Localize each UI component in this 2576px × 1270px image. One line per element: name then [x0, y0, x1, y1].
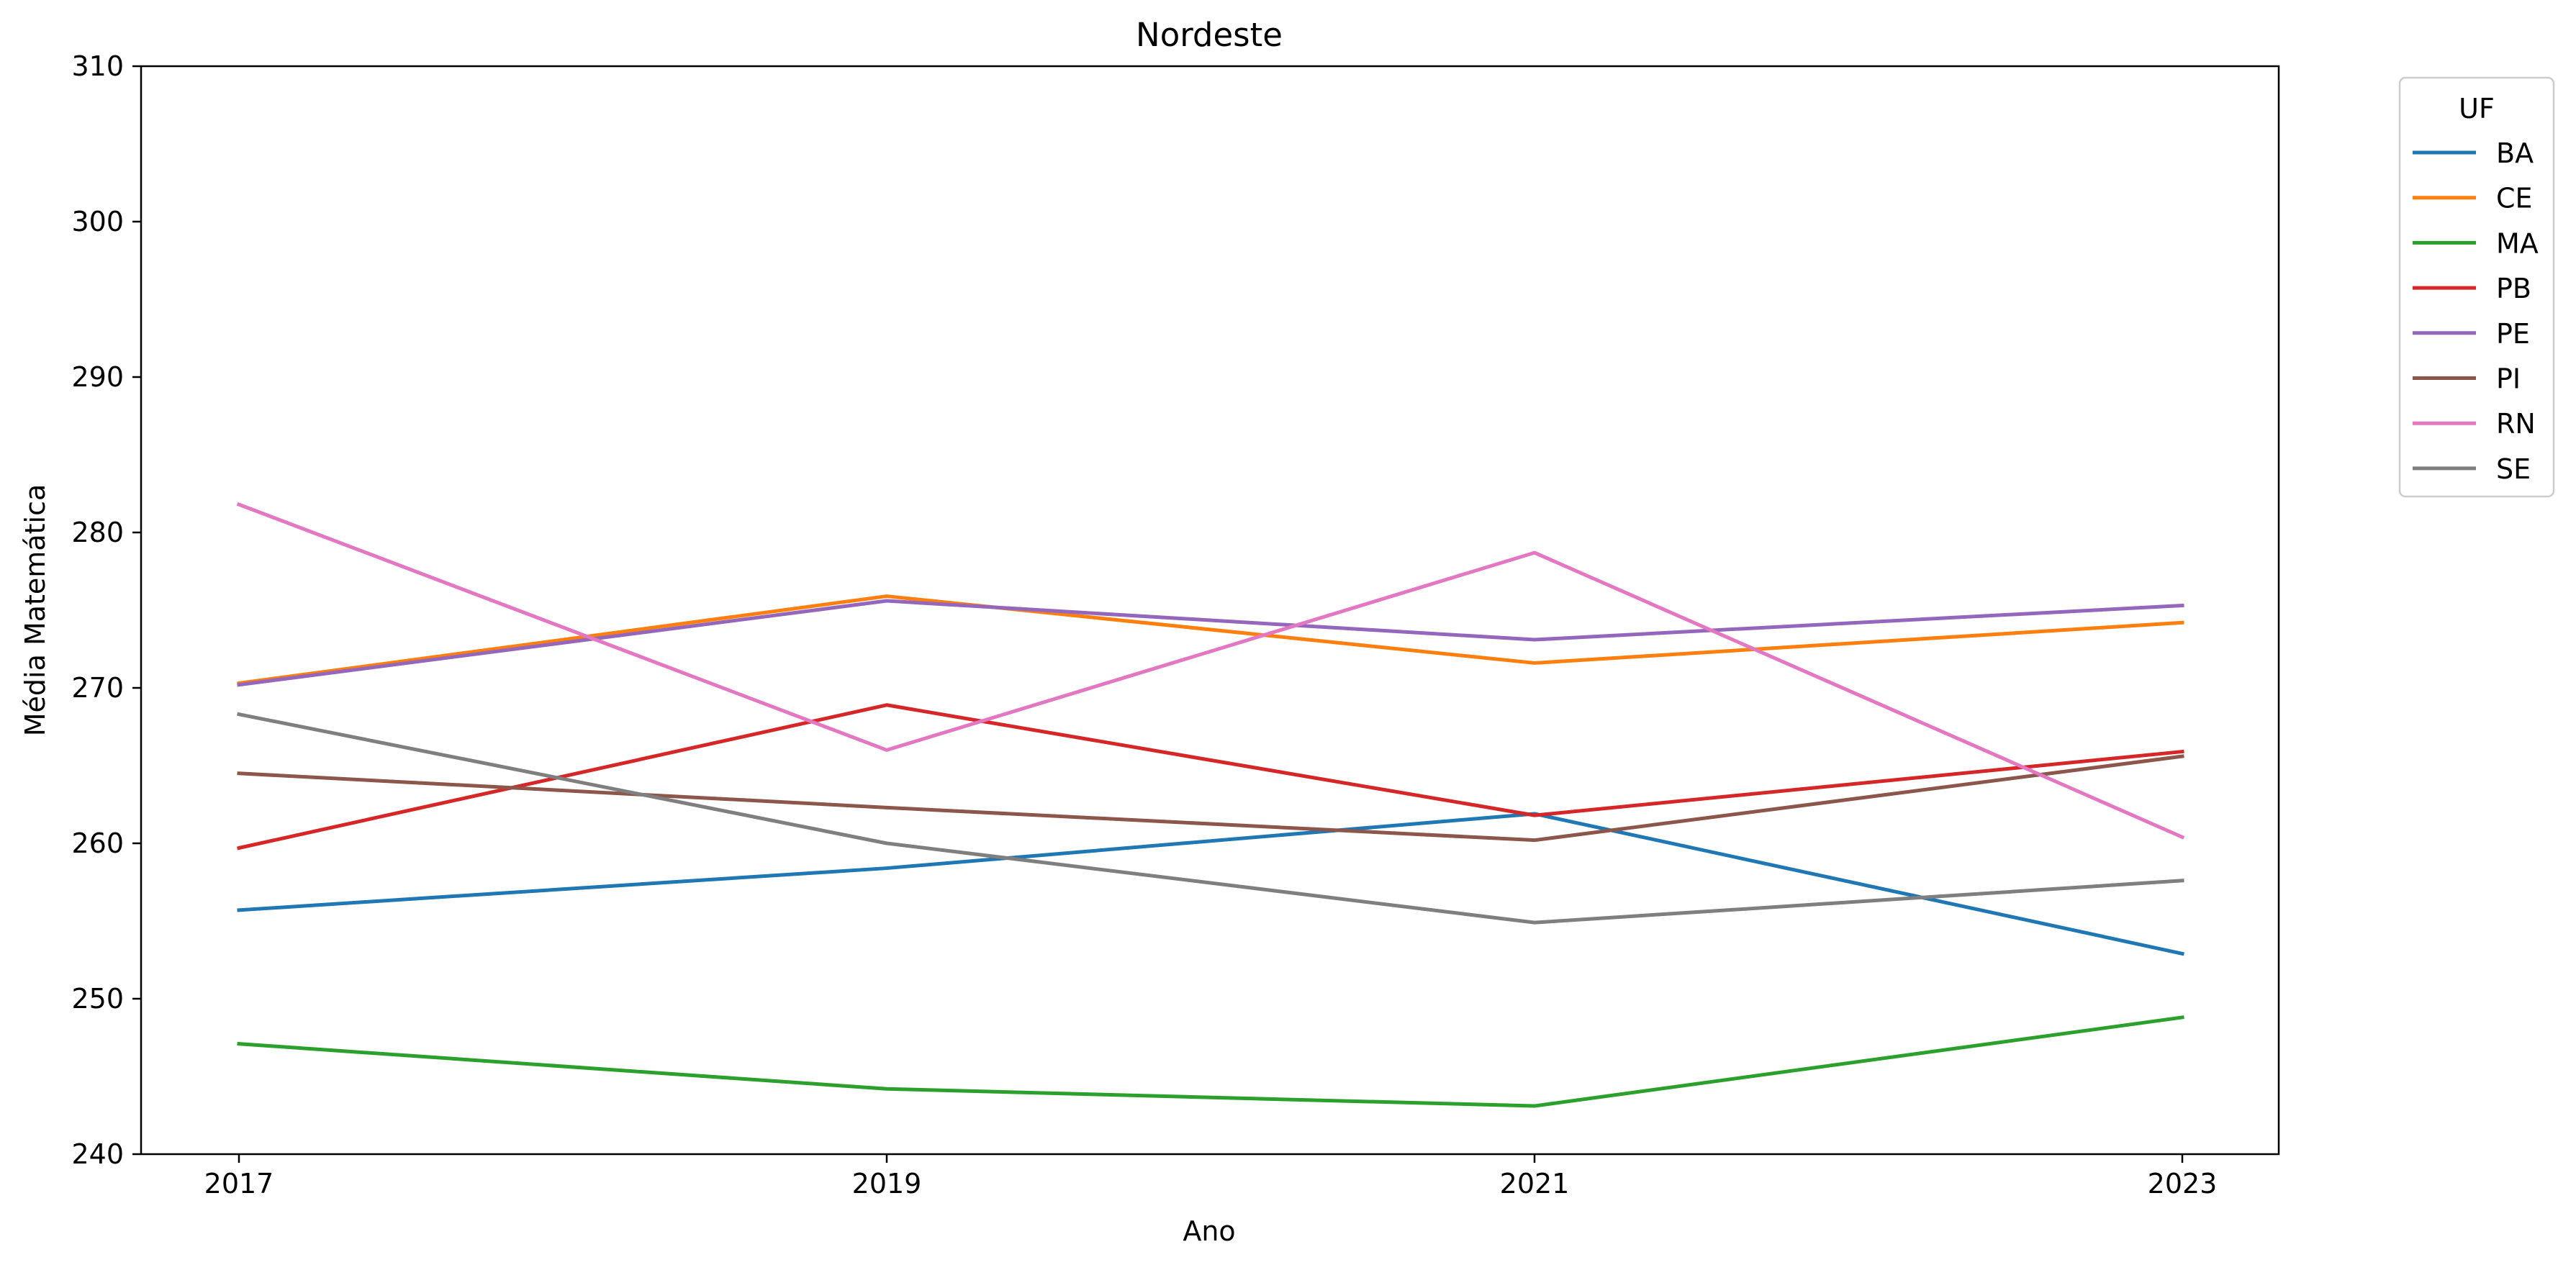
y-tick-label: 270 [71, 672, 124, 704]
y-tick-label: 290 [71, 361, 124, 393]
legend-title: UF [2459, 93, 2495, 124]
legend-label-pb: PB [2496, 273, 2531, 304]
legend: UF BA CE MA PB PE PI RN SE [2398, 76, 2555, 498]
y-tick-label: 300 [71, 206, 124, 237]
legend-label-rn: RN [2496, 408, 2536, 440]
y-axis: 240 250 260 270 280 290 300 310 [71, 50, 141, 1170]
y-tick-label: 250 [71, 983, 124, 1015]
x-tick-label: 2019 [852, 1168, 922, 1199]
series-line-ba [237, 812, 2184, 956]
legend-label-se: SE [2496, 453, 2531, 485]
x-axis: 2017 2019 2021 2023 [204, 1154, 2218, 1199]
legend-label-pe: PE [2496, 318, 2530, 350]
legend-label-ce: CE [2496, 183, 2533, 214]
x-axis-label: Ano [1183, 1215, 1235, 1247]
chart-title: Nordeste [1136, 16, 1283, 54]
y-axis-label: Média Matemática [19, 484, 51, 737]
y-tick-label: 260 [71, 827, 124, 859]
x-tick-label: 2021 [1500, 1168, 1570, 1199]
plot-area [236, 502, 2185, 1108]
series-line-ce [237, 594, 2184, 686]
legend-box [2398, 76, 2555, 498]
legend-label-pi: PI [2496, 363, 2521, 395]
y-tick-label: 310 [71, 50, 124, 82]
x-tick-label: 2023 [2148, 1168, 2218, 1199]
series-line-rn [236, 502, 2185, 840]
legend-label-ba: BA [2496, 137, 2534, 169]
series-line-ma [237, 1015, 2184, 1108]
series-line-pb [237, 703, 2184, 851]
plot-frame [140, 65, 2280, 1156]
x-tick-label: 2017 [204, 1168, 274, 1199]
series-line-pe [237, 599, 2184, 687]
legend-label-ma: MA [2496, 227, 2539, 259]
y-tick-label: 240 [71, 1138, 124, 1170]
series-line-pi [237, 754, 2184, 843]
series-line-se [237, 712, 2184, 925]
y-tick-label: 280 [71, 517, 124, 548]
